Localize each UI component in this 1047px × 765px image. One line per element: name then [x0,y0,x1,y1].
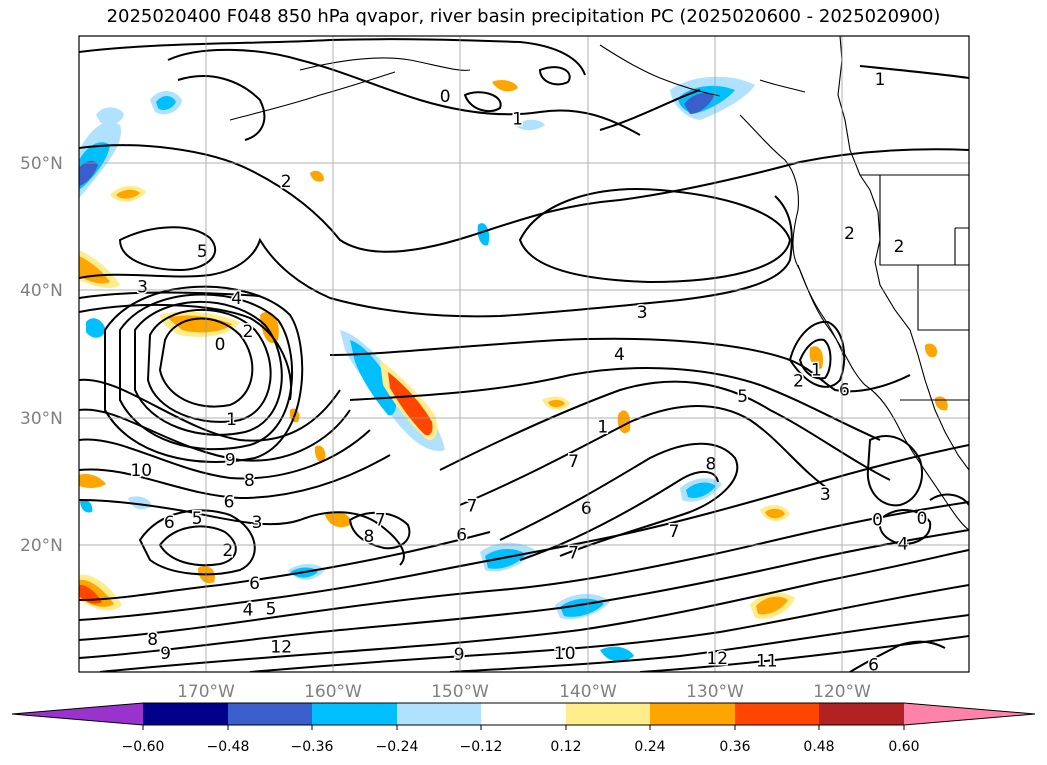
contour-label: 8 [363,527,374,547]
contour-label: 0 [440,87,451,107]
colorbar-tick-label: 0.36 [719,739,750,755]
contour-label: 6 [839,381,850,401]
lon-label-160w: 160°W [304,682,362,702]
contour-label: 12 [706,649,728,669]
contour-label: 9 [225,451,236,471]
lon-label-140w: 140°W [559,682,617,702]
lon-label-150w: 150°W [431,682,489,702]
colorbar-extend-min [12,703,143,725]
colorbar-segments [12,703,1035,725]
lat-label-40n: 40°N [20,281,63,301]
colorbar-segment [566,703,650,725]
contour-label: 1 [597,418,608,438]
contour-label: 9 [454,645,465,665]
colorbar-segment [735,703,819,725]
colorbar-tick-label: −0.60 [122,739,165,755]
contour-label: 3 [820,485,831,505]
colorbar-tick-label: −0.36 [291,739,334,755]
lon-label-120w: 120°W [813,682,871,702]
contour-label: 2 [222,541,233,561]
colorbar-tick-label: 0.60 [888,739,919,755]
contour-label: 7 [568,543,579,563]
contour-label: 7 [375,510,386,530]
contour-label: 6 [164,513,175,533]
colorbar-tick-label: −0.48 [207,739,250,755]
contour-label: 0 [215,335,226,355]
colorbar-tick-label: 0.24 [634,739,665,755]
lat-label-20n: 20°N [20,536,63,556]
contour-label: 1 [226,410,237,430]
contour-label: 4 [231,289,242,309]
lon-label-130w: 130°W [686,682,744,702]
colorbar-segment [312,703,397,725]
contour-label: 2 [844,224,855,244]
contour-label: 7 [568,452,579,472]
coastlines [229,36,969,531]
longitude-labels: 170°W 160°W 150°W 140°W 130°W 120°W [177,682,871,702]
contour-label: 6 [224,493,235,513]
contour-label: 2 [243,322,254,342]
colorbar-ticks [142,725,905,730]
colorbar-segment [481,703,566,725]
contour-label: 7 [669,522,680,542]
latitude-labels: 50°N 40°N 30°N 20°N [20,154,63,556]
contour-label: 8 [705,454,716,474]
precip-shading [79,76,948,662]
contour-label: 0 [872,510,883,530]
contour-label: 6 [868,655,879,675]
colorbar: −0.60 −0.48 −0.36 −0.24 −0.12 0.12 0.24 … [11,702,1036,755]
contour-label: 1 [811,360,822,380]
qvapor-contours [79,38,969,672]
graticule [79,36,969,672]
contour-label: 5 [737,387,748,407]
colorbar-tick-label: 0.12 [550,739,581,755]
colorbar-tick-label: −0.12 [460,739,503,755]
contour-label: 8 [244,471,255,491]
contour-label: 5 [266,599,277,619]
contour-label: 7 [466,496,477,516]
contour-label: 2 [793,372,804,392]
contour-label: 10 [554,644,576,664]
contour-label: 9 [160,644,171,664]
colorbar-extend-max [904,703,1035,725]
colorbar-segment [228,703,312,725]
contour-label: 3 [252,513,263,533]
contour-label: 2 [894,237,905,257]
lat-label-30n: 30°N [20,409,63,429]
lat-label-50n: 50°N [20,154,63,174]
colorbar-segment [650,703,735,725]
contour-label: 12 [270,638,292,658]
contour-label: 6 [249,574,260,594]
contour-label: 6 [581,499,592,519]
contour-label: 2 [281,172,292,192]
contour-label: 10 [130,461,152,481]
contour-label: 0 [917,509,928,529]
contour-label: 3 [637,303,648,323]
colorbar-tick-label: −0.24 [376,739,419,755]
contour-label: 1 [512,110,523,130]
lon-label-170w: 170°W [177,682,235,702]
contour-label: 4 [243,601,254,621]
contour-label: 8 [147,630,158,650]
colorbar-segment [819,703,904,725]
contour-label: 3 [137,278,148,298]
colorbar-tick-label: 0.48 [803,739,834,755]
map-title: 2025020400 F048 850 hPa qvapor, river ba… [106,6,941,27]
colorbar-segment [143,703,228,725]
contour-label: 6 [456,526,467,546]
contour-label: 5 [192,509,203,529]
contour-label: 11 [756,652,778,672]
contour-label: 1 [875,70,886,90]
contour-label: 4 [614,345,625,365]
map-frame [78,35,970,673]
colorbar-segment [397,703,481,725]
